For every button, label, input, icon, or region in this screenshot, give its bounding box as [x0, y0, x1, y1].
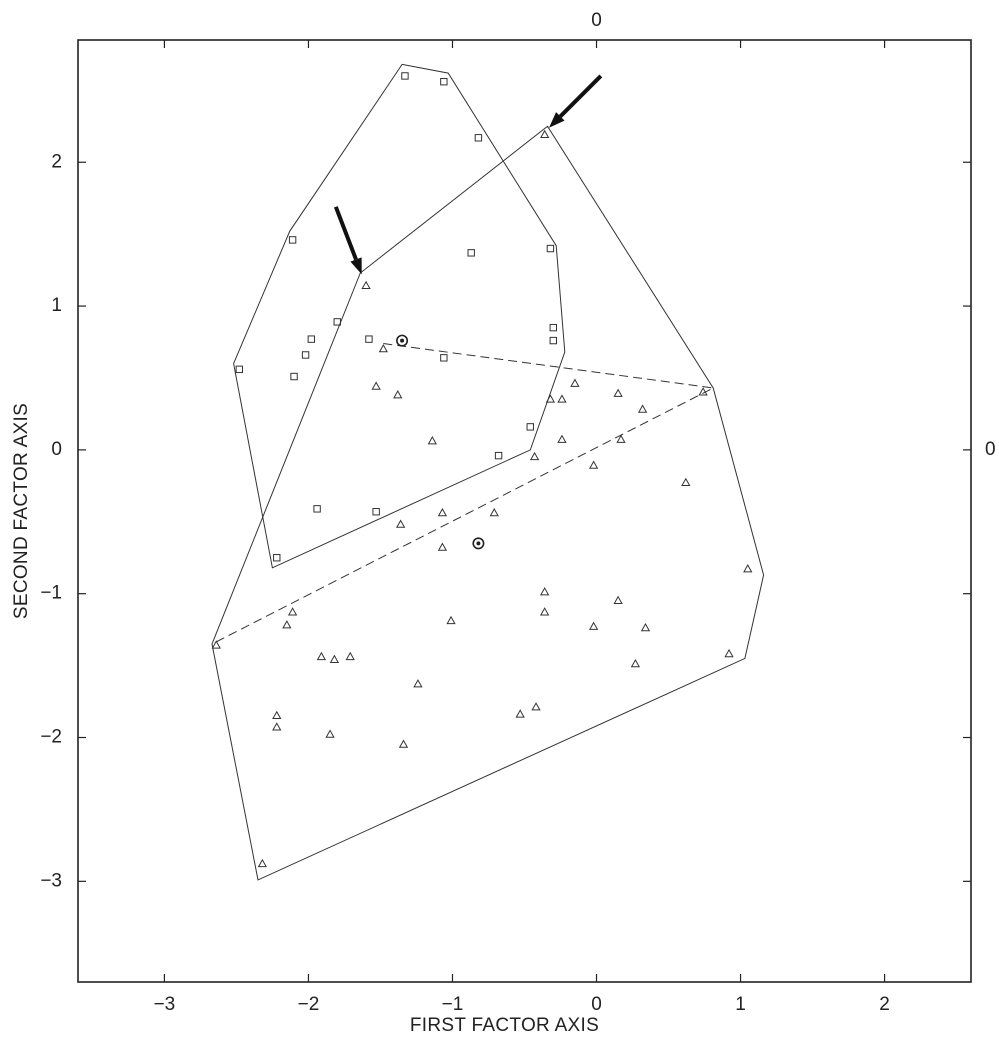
square-point — [290, 372, 298, 381]
triangle-point — [681, 477, 691, 487]
x-tick-label-3: 0 — [591, 994, 602, 1015]
triangle-point — [540, 607, 550, 616]
y-tick-label-0: −3 — [40, 870, 62, 891]
triangle-point — [613, 595, 623, 604]
triangle-point — [427, 436, 437, 445]
square-point — [467, 249, 475, 257]
triangle-point — [361, 280, 371, 290]
y-tick-label-4: 1 — [51, 295, 62, 316]
triangle-point — [515, 709, 525, 718]
triangle-point — [545, 394, 556, 403]
square-point — [333, 318, 341, 326]
triangle-point — [287, 607, 298, 616]
y-tick-label-1: −2 — [40, 727, 62, 748]
hull-dashed-2 — [211, 343, 715, 645]
triangle-point — [630, 658, 641, 668]
top-axis-zero-label: 0 — [591, 10, 602, 31]
triangle-point — [724, 648, 734, 658]
centroid-point — [396, 334, 409, 347]
square-point — [235, 365, 244, 374]
triangle-point — [437, 507, 448, 517]
triangle-point — [489, 507, 499, 517]
triangle-point — [613, 388, 623, 397]
triangle-point — [272, 710, 282, 720]
square-point — [546, 244, 555, 253]
triangle-point — [211, 640, 221, 649]
triangle-point — [616, 434, 626, 443]
x-tick-label-1: −2 — [298, 994, 320, 1015]
arrow-shaft-0 — [333, 206, 358, 261]
triangle-point — [345, 651, 355, 661]
triangle-point — [257, 858, 268, 868]
x-tick-label-2: −1 — [442, 994, 464, 1015]
plot-frame — [77, 39, 972, 983]
triangle-point — [698, 387, 708, 396]
triangle-point — [413, 679, 423, 688]
triangle-point — [557, 434, 567, 443]
hull-solid-0 — [233, 63, 566, 569]
right-axis-zero-label: 0 — [985, 439, 996, 460]
hull-solid-1 — [211, 125, 765, 881]
triangle-point — [325, 729, 335, 738]
arrow-head-0 — [350, 257, 362, 275]
square-point — [474, 134, 483, 142]
square-point — [549, 336, 558, 345]
square-point — [549, 323, 558, 332]
square-point — [494, 451, 503, 460]
triangle-point — [395, 519, 406, 528]
triangle-point — [393, 390, 403, 399]
square-point — [307, 335, 316, 343]
square-point — [365, 335, 373, 343]
x-tick-label-4: 1 — [735, 994, 746, 1015]
y-tick-label-5: 2 — [51, 151, 62, 172]
triangle-point — [557, 394, 567, 403]
triangle-point — [531, 702, 541, 711]
triangle-point — [588, 621, 599, 630]
square-point — [440, 78, 448, 86]
square-point — [313, 505, 321, 513]
plot-area: −3 −2 −1 0 1 2 −3 −2 −1 0 1 2 — [40, 39, 972, 1015]
triangle-point — [640, 622, 651, 632]
y-axis-title: SECOND FACTOR AXIS — [11, 403, 32, 619]
square-point — [440, 354, 448, 362]
centroid-point — [472, 537, 485, 550]
triangle-point — [378, 343, 389, 353]
square-point — [372, 508, 380, 516]
square-point — [288, 236, 297, 244]
centroid-point-core — [400, 338, 405, 343]
centroid-point-core — [476, 541, 481, 546]
x-tick-label-5: 2 — [879, 994, 890, 1015]
triangle-point — [371, 381, 381, 390]
triangle-point — [282, 620, 292, 629]
triangle-point — [446, 615, 456, 625]
triangle-point — [398, 739, 409, 748]
triangle-point — [329, 654, 340, 663]
triangle-point — [540, 129, 550, 139]
y-tick-label-3: 0 — [51, 439, 62, 460]
square-point — [401, 72, 409, 80]
triangle-point — [316, 651, 327, 661]
triangle-point — [437, 542, 448, 551]
x-tick-label-0: −3 — [154, 994, 176, 1015]
triangle-point — [272, 722, 282, 731]
y-tick-label-2: −1 — [40, 583, 62, 604]
arrow-head-1 — [548, 112, 565, 128]
triangle-point — [570, 378, 580, 387]
square-point — [526, 423, 534, 431]
triangle-point — [540, 587, 550, 596]
triangle-point — [529, 451, 540, 461]
triangle-point — [743, 564, 753, 573]
square-point — [301, 351, 310, 359]
x-axis-title: FIRST FACTOR AXIS — [410, 1015, 599, 1036]
square-point — [273, 554, 281, 562]
triangle-point — [588, 460, 599, 469]
arrow-shaft-1 — [558, 74, 603, 118]
triangle-point — [637, 404, 648, 413]
